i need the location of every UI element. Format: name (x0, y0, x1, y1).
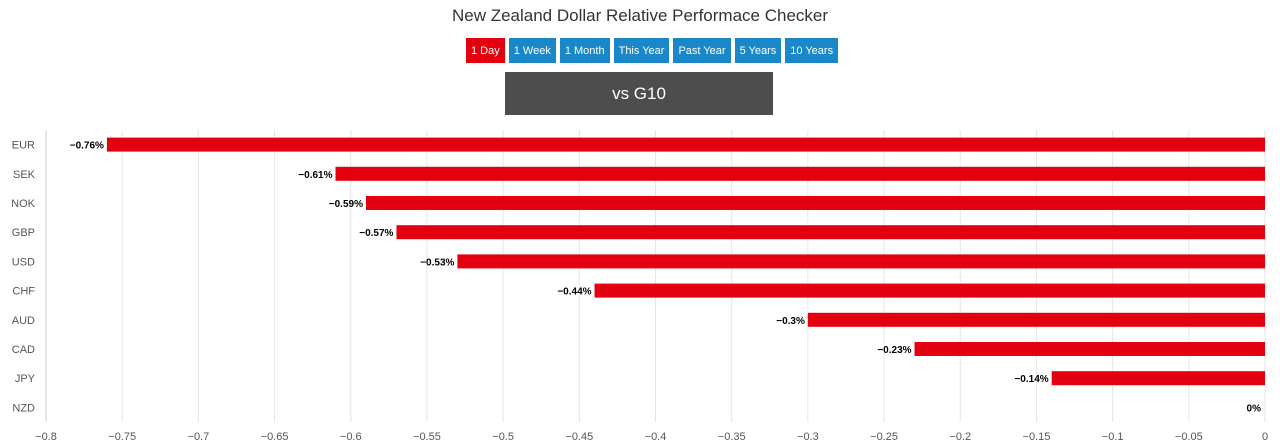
x-tick-label: −0.25 (870, 431, 898, 443)
bar-chf (594, 283, 1265, 298)
bar-gbp (396, 225, 1265, 240)
x-tick-label: −0.6 (340, 431, 362, 443)
bar-cad (914, 342, 1265, 356)
y-tick-label: GBP (12, 227, 35, 239)
x-tick-label: 0 (1262, 431, 1268, 443)
period-button-past-year[interactable]: Past Year (673, 38, 731, 63)
data-label: 0% (1247, 403, 1262, 414)
period-button-1-week[interactable]: 1 Week (508, 38, 556, 63)
x-tick-label: −0.8 (35, 431, 57, 443)
y-tick-label: CAD (12, 344, 35, 356)
bar-sek (335, 166, 1265, 181)
bar-jpy (1051, 371, 1265, 386)
y-tick-label: SEK (13, 169, 36, 181)
x-tick-label: −0.15 (1023, 431, 1051, 443)
x-tick-label: −0.45 (565, 431, 593, 443)
x-tick-label: −0.4 (645, 431, 667, 443)
x-tick-label: −0.5 (492, 431, 514, 443)
y-tick-label: JPY (15, 373, 36, 385)
bar-nok (365, 196, 1265, 210)
data-label: −0.59% (329, 199, 363, 210)
bar-aud (807, 312, 1265, 327)
period-button-10-years[interactable]: 10 Years (785, 38, 839, 63)
x-tick-label: −0.2 (949, 431, 971, 443)
y-tick-label: AUD (12, 315, 35, 327)
data-label: −0.57% (359, 228, 393, 239)
x-tick-label: −0.05 (1175, 431, 1203, 443)
y-tick-label: EUR (12, 140, 35, 152)
y-tick-label: CHF (12, 286, 35, 298)
y-tick-label: NOK (11, 198, 36, 210)
period-button-1-month[interactable]: 1 Month (559, 38, 610, 63)
bar-usd (457, 254, 1266, 269)
x-tick-label: −0.65 (261, 431, 289, 443)
y-tick-label: USD (12, 256, 35, 268)
comparison-selector[interactable]: vs G10 (505, 72, 773, 115)
x-tick-label: −0.3 (797, 431, 819, 443)
data-label: −0.76% (70, 141, 104, 152)
bar-eur (106, 137, 1266, 152)
chart-title: New Zealand Dollar Relative Performace C… (451, 6, 829, 25)
period-button-5-years[interactable]: 5 Years (734, 38, 782, 63)
period-button-this-year[interactable]: This Year (613, 38, 670, 63)
x-tick-label: −0.75 (108, 431, 136, 443)
data-label: −0.53% (420, 257, 454, 268)
data-label: −0.3% (776, 316, 805, 327)
x-tick-label: −0.35 (718, 431, 746, 443)
data-label: −0.61% (298, 170, 332, 181)
data-label: −0.44% (557, 287, 591, 298)
period-button-1-day[interactable]: 1 Day (466, 38, 505, 63)
x-tick-label: −0.7 (188, 431, 210, 443)
y-tick-label: NZD (12, 402, 35, 414)
period-selector: 1 Day 1 Week 1 Month This Year Past Year… (466, 38, 839, 63)
data-label: −0.23% (877, 345, 911, 356)
data-label: −0.14% (1014, 374, 1048, 385)
x-tick-label: −0.55 (413, 431, 441, 443)
x-tick-label: −0.1 (1102, 431, 1124, 443)
